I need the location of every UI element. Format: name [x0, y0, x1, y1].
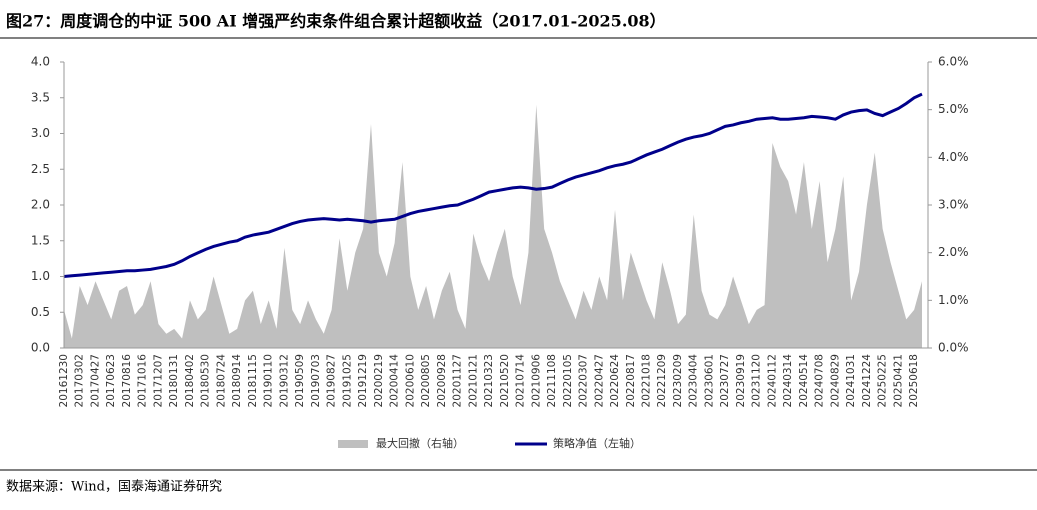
y2-tick-label: 2.0%: [938, 245, 969, 259]
x-tick-label: 20230404: [688, 354, 700, 408]
legend-label: 最大回撤（右轴）: [376, 436, 464, 450]
x-tick-label: 20180914: [231, 354, 243, 408]
y-tick-label: 1.5: [31, 233, 50, 247]
y2-tick-label: 0.0%: [938, 341, 969, 355]
x-tick-label: 20220427: [593, 354, 605, 407]
x-tick-label: 20240314: [782, 354, 794, 408]
x-tick-label: 20241031: [845, 354, 857, 407]
x-tick-label: 20210121: [467, 354, 479, 407]
x-tick-label: 20170427: [89, 354, 101, 407]
y-tick-label: 0.5: [31, 305, 50, 319]
x-tick-label: 20250618: [908, 354, 920, 407]
x-tick-label: 20210906: [530, 354, 542, 408]
x-tick-label: 20211108: [546, 354, 558, 407]
x-tick-label: 20210520: [499, 354, 511, 407]
x-tick-label: 20190509: [294, 354, 306, 407]
y-tick-label: 4.0: [31, 55, 50, 69]
x-tick-label: 20181115: [247, 354, 259, 407]
x-tick-label: 20180131: [168, 354, 180, 407]
x-tick-label: 20231120: [751, 354, 763, 407]
y-tick-label: 3.5: [31, 90, 50, 104]
x-tick-label: 20191025: [341, 354, 353, 407]
x-tick-label: 20200414: [389, 354, 401, 408]
nav-line: [63, 92, 923, 278]
x-tick-label: 20190703: [310, 354, 322, 407]
x-tick-label: 20180402: [184, 354, 196, 407]
x-tick-label: 20190110: [263, 354, 275, 407]
x-tick-label: 20170623: [105, 354, 117, 407]
x-tick-label: 20221018: [640, 354, 652, 407]
x-tick-label: 20201127: [452, 354, 464, 407]
source: 数据来源：Wind，国泰海通证券研究: [6, 479, 222, 495]
y-tick-label: 1.0: [31, 269, 50, 283]
x-tick-label: 20170816: [121, 354, 133, 408]
x-tick-label: 20180724: [215, 354, 227, 408]
x-tick-label: 20171016: [137, 354, 149, 408]
x-tick-label: 20250225: [877, 354, 889, 407]
legend-swatch: [338, 440, 368, 448]
x-tick-label: 20230601: [703, 354, 715, 407]
x-tick-label: 20191219: [357, 354, 369, 407]
x-tick-label: 20230209: [672, 354, 684, 407]
x-tick-label: 20210714: [515, 354, 527, 408]
x-tick-label: 20220817: [625, 354, 637, 407]
x-tick-label: 20210323: [483, 354, 495, 407]
x-tick-label: 20190312: [278, 354, 290, 407]
x-tick-label: 20200805: [420, 354, 432, 407]
y-tick-label: 3.0: [31, 126, 50, 140]
x-tick-label: 20221209: [656, 354, 668, 407]
x-tick-label: 20171207: [152, 354, 164, 407]
x-tick-label: 20180530: [200, 354, 212, 407]
x-tick-label: 20230727: [719, 354, 731, 407]
y2-tick-label: 5.0%: [938, 102, 969, 116]
x-tick-label: 20170302: [74, 354, 86, 407]
x-tick-label: 20240708: [814, 354, 826, 407]
y-tick-label: 0.0: [31, 341, 50, 355]
y-tick-label: 2.5: [31, 162, 50, 176]
x-tick-label: 20220307: [578, 354, 590, 407]
x-tick-label: 20200610: [404, 354, 416, 407]
x-tick-label: 20241224: [861, 354, 873, 408]
y2-tick-label: 6.0%: [938, 55, 969, 69]
y2-tick-label: 1.0%: [938, 293, 969, 307]
x-tick-label: 20200219: [373, 354, 385, 407]
x-tick-label: 20240514: [798, 354, 810, 408]
y-tick-label: 2.0: [31, 198, 50, 212]
x-tick-label: 20161230: [58, 354, 70, 407]
drawdown-area: [64, 104, 922, 349]
x-tick-label: 20240829: [829, 354, 841, 407]
x-tick-label: 20250421: [892, 354, 904, 407]
chart-title: 图27：周度调仓的中证 500 AI 增强严约束条件组合累计超额收益（2017.…: [6, 12, 666, 31]
x-tick-label: 20230919: [735, 354, 747, 407]
legend-label: 策略净值（左轴）: [553, 436, 641, 450]
x-tick-label: 20200928: [436, 354, 448, 407]
y2-tick-label: 3.0%: [938, 198, 969, 212]
y2-tick-label: 4.0%: [938, 150, 969, 164]
x-tick-label: 20220105: [562, 354, 574, 407]
x-tick-label: 20220624: [609, 354, 621, 408]
x-tick-label: 20240112: [766, 354, 778, 407]
x-tick-label: 20190827: [326, 354, 338, 407]
